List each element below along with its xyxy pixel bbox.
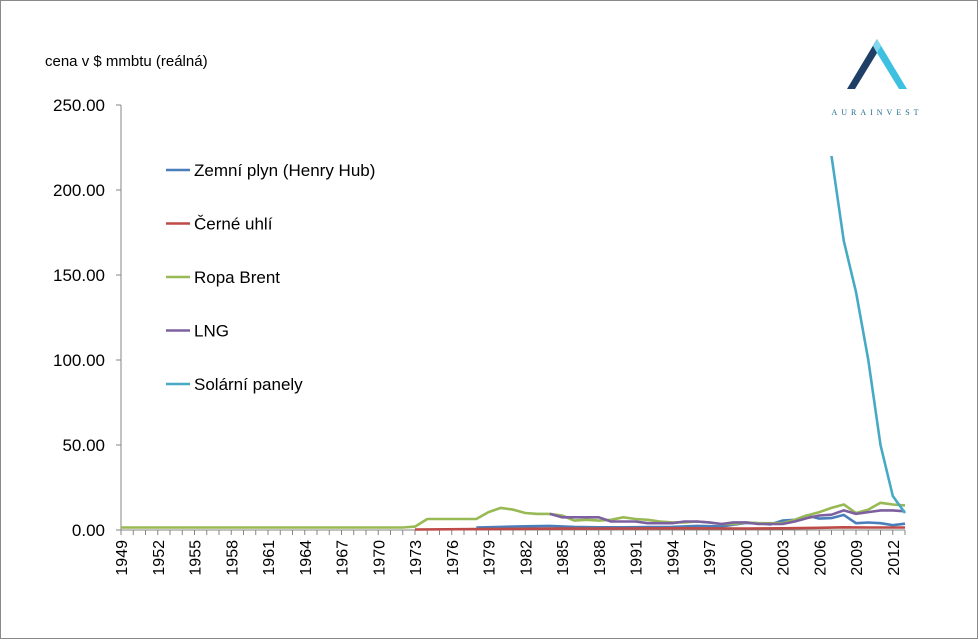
y-tick-label: 50.00 bbox=[62, 436, 105, 455]
x-tick-label: 1988 bbox=[592, 540, 609, 576]
x-tick-label: 1973 bbox=[408, 540, 425, 576]
x-tick-label: 2006 bbox=[812, 540, 829, 576]
x-tick-label: 1958 bbox=[224, 540, 241, 576]
x-tick-label: 2009 bbox=[849, 540, 866, 576]
x-tick-label: 2000 bbox=[739, 540, 756, 576]
x-tick-label: 2012 bbox=[886, 540, 903, 576]
y-axis-title: cena v $ mmbtu (reálná) bbox=[45, 53, 208, 70]
legend-label: LNG bbox=[194, 322, 229, 341]
legend-label: Zemní plyn (Henry Hub) bbox=[194, 161, 375, 180]
y-tick-label: 0.00 bbox=[72, 521, 105, 540]
x-tick-label: 1967 bbox=[335, 540, 352, 576]
x-tick-label: 1991 bbox=[629, 540, 646, 576]
logo-text: AURAINVEST bbox=[831, 108, 923, 117]
x-tick-label: 1970 bbox=[371, 540, 388, 576]
x-tick-label: 1964 bbox=[298, 540, 315, 576]
x-tick-label: 1976 bbox=[445, 540, 462, 576]
series-line-2 bbox=[414, 526, 905, 531]
logo-triangle-icon bbox=[847, 39, 907, 89]
x-tick-label: 1955 bbox=[188, 540, 205, 576]
x-tick-label: 1979 bbox=[482, 540, 499, 576]
x-tick-label: 1994 bbox=[665, 540, 682, 576]
legend-label: Ropa Brent bbox=[194, 268, 280, 287]
x-tick-label: 2003 bbox=[776, 540, 793, 576]
legend-label: Solární panely bbox=[194, 375, 303, 394]
aurainvest-logo: AURAINVEST bbox=[807, 35, 947, 125]
x-tick-label: 1997 bbox=[702, 540, 719, 576]
x-tick-label: 1961 bbox=[261, 540, 278, 576]
y-tick-label: 250.00 bbox=[53, 96, 105, 115]
series-line-3 bbox=[121, 501, 906, 529]
legend-label: Černé uhlí bbox=[194, 215, 273, 234]
x-tick-label: 1952 bbox=[151, 540, 168, 576]
x-tick-label: 1982 bbox=[518, 540, 535, 576]
y-tick-label: 100.00 bbox=[53, 351, 105, 370]
x-tick-label: 1985 bbox=[555, 540, 572, 576]
x-tick-label: 1949 bbox=[114, 540, 131, 576]
series-line-5 bbox=[830, 155, 907, 514]
y-tick-label: 200.00 bbox=[53, 181, 105, 200]
series-line-4 bbox=[549, 509, 906, 526]
y-tick-label: 150.00 bbox=[53, 266, 105, 285]
